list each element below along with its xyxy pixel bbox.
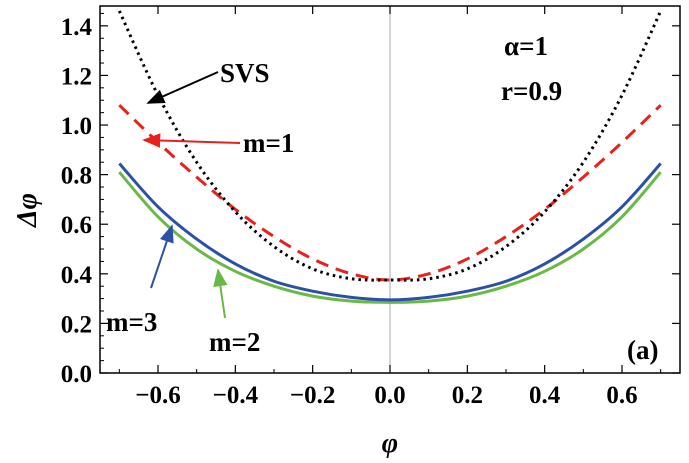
x-tick-label: −0.2 (290, 382, 336, 409)
series-group (117, 10, 663, 304)
x-axis-ticks: −0.6 −0.4 −0.2 0.0 0.2 0.4 0.6 (118, 6, 662, 409)
arrow-svs (146, 71, 219, 104)
annotation-svs: SVS (220, 58, 270, 88)
annotation-m2: m=2 (209, 327, 260, 357)
y-tick-label: 1.2 (61, 63, 92, 90)
x-tick-label: −0.6 (135, 382, 181, 409)
arrow-m1 (142, 133, 241, 148)
annotation-r: r=0.9 (501, 76, 562, 106)
y-tick-label: 1.4 (61, 14, 93, 41)
annotation-m1: m=1 (243, 128, 294, 158)
annotation-m3: m=3 (106, 307, 157, 337)
y-tick-label: 0.2 (61, 311, 92, 338)
y-tick-label: 1.0 (61, 113, 92, 140)
series-line-m1 (118, 104, 662, 282)
y-tick-label: 0.4 (61, 262, 93, 289)
x-tick-label: −0.4 (213, 382, 259, 409)
series-line-m2 (118, 171, 662, 304)
series-line-SVS (117, 10, 663, 282)
arrow-m2 (213, 268, 228, 319)
x-tick-label: 0.6 (606, 382, 637, 409)
y-axis-label: Δφ (12, 193, 43, 228)
y-axis-ticks: 0.0 0.2 0.4 0.6 0.8 1.0 1.2 1.4 (61, 12, 680, 388)
y-tick-label: 0.6 (61, 212, 92, 239)
arrow-m3 (150, 224, 174, 289)
panel-label: (a) (627, 335, 658, 365)
x-tick-label: 0.2 (452, 382, 483, 409)
annotation-alpha: α=1 (504, 31, 548, 61)
x-tick-label: 0.4 (529, 382, 561, 409)
series-line-m3 (118, 162, 662, 302)
x-axis-label: φ (382, 428, 398, 459)
x-tick-label: 0.0 (374, 382, 405, 409)
y-tick-label: 0.8 (61, 163, 92, 190)
y-tick-label: 0.0 (61, 361, 92, 388)
